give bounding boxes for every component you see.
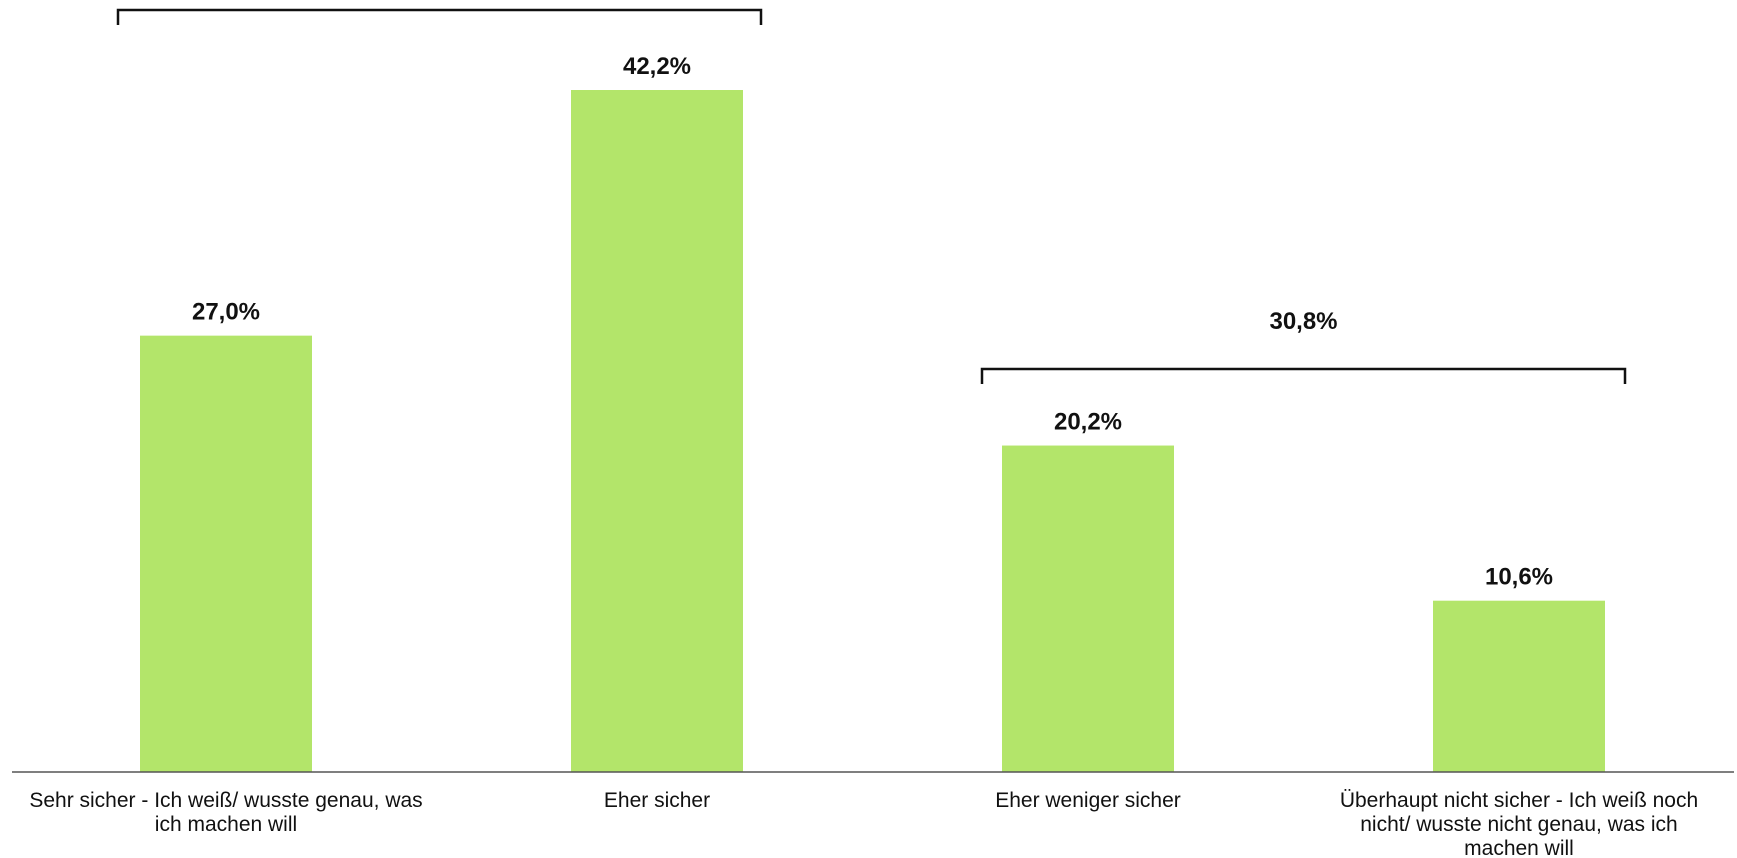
category-label-4: Überhaupt nicht sicher - Ich weiß noch ni… bbox=[1340, 789, 1698, 858]
group-bracket-2 bbox=[980, 367, 1627, 384]
value-label-2: 42,2% bbox=[623, 53, 691, 80]
value-label-4: 10,6% bbox=[1485, 564, 1553, 591]
group-bracket-1 bbox=[116, 8, 763, 25]
category-label-1: Sehr sicher - Ich weiß/ wusste genau, wa… bbox=[29, 789, 422, 836]
value-labels: 27,0% 42,2% 20,2% 10,6% bbox=[192, 53, 1553, 591]
value-label-1: 27,0% bbox=[192, 299, 260, 326]
category-label-3: Eher weniger sicher bbox=[995, 789, 1181, 812]
bar-2 bbox=[571, 90, 743, 772]
value-label-3: 20,2% bbox=[1054, 409, 1122, 436]
category-label-2: Eher sicher bbox=[604, 789, 710, 812]
bar-4 bbox=[1433, 600, 1605, 772]
bar-1 bbox=[140, 335, 312, 772]
category-labels: Sehr sicher - Ich weiß/ wusste genau, wa… bbox=[29, 789, 1698, 858]
group-brackets: 30,8% bbox=[116, 8, 1627, 384]
group-total-label-2: 30,8% bbox=[1269, 308, 1337, 335]
bars bbox=[140, 90, 1605, 772]
bar-3 bbox=[1002, 445, 1174, 772]
